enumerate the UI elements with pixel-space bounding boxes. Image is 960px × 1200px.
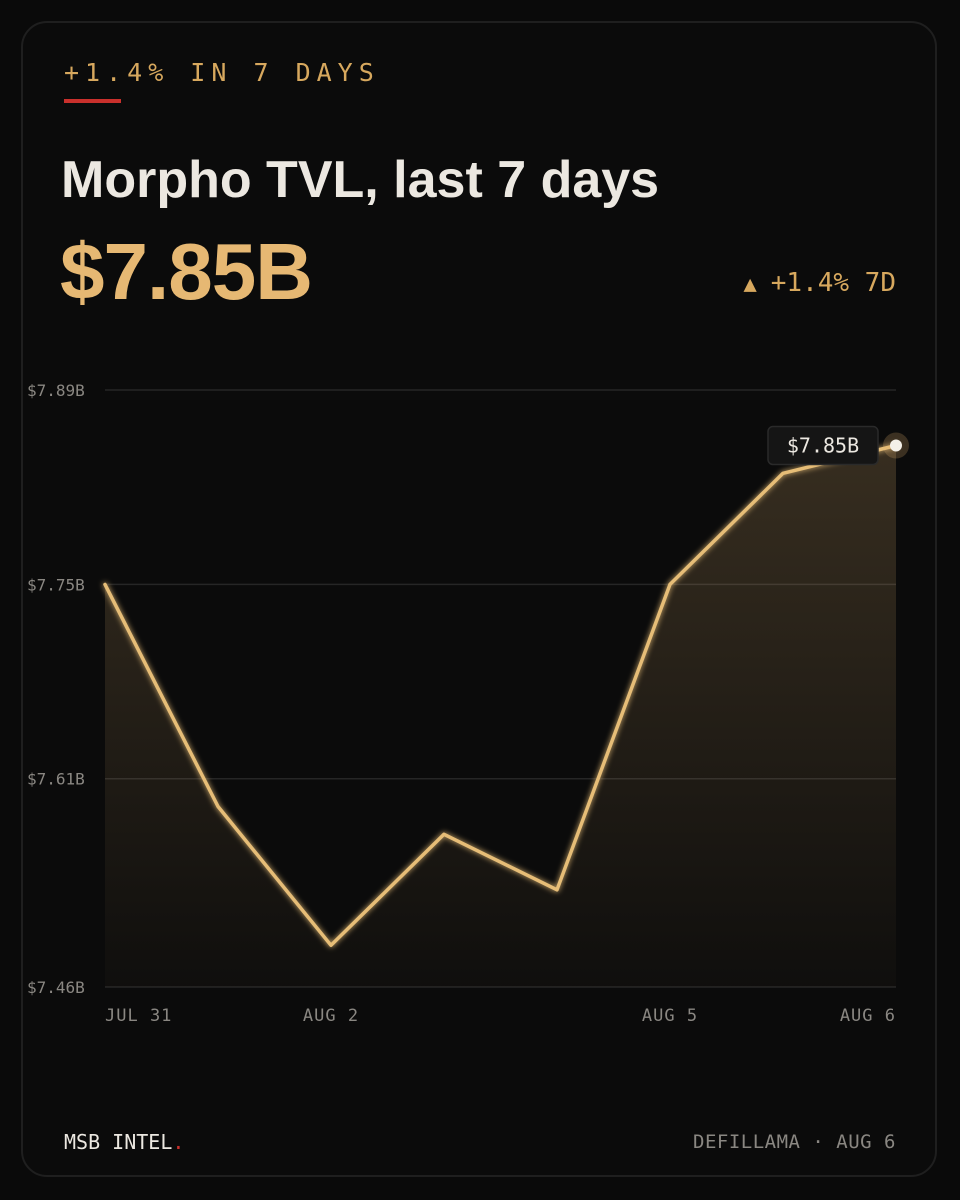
brand-dot: . xyxy=(172,1130,185,1154)
source-label: DEFILLAMA · AUG 6 xyxy=(693,1131,896,1153)
eyebrow-underline xyxy=(64,99,121,103)
change-badge: ▲ +1.4% 7D xyxy=(744,268,896,298)
brand-name: MSB INTEL xyxy=(64,1130,173,1154)
change-label: +1.4% 7D xyxy=(770,268,896,298)
current-value: $7.85B xyxy=(60,227,313,316)
brand-logo: MSB INTEL. xyxy=(64,1130,184,1154)
change-eyebrow: +1.4% IN 7 DAYS xyxy=(64,58,380,87)
up-arrow-icon: ▲ xyxy=(743,272,757,297)
chart-title: Morpho TVL, last 7 days xyxy=(61,151,660,209)
